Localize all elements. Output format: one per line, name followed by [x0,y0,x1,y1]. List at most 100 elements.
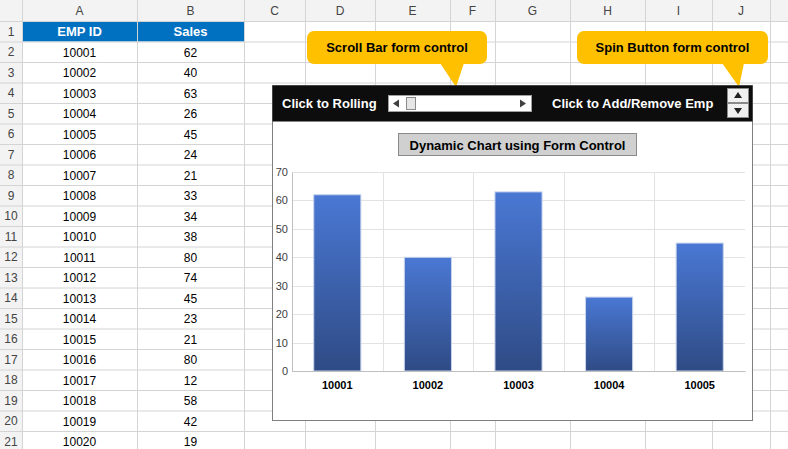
x-axis-line [293,371,746,372]
row-number: 6 [8,127,15,141]
cell-text: 19 [184,435,198,449]
column-letter: H [603,4,612,18]
cell-text: 80 [184,251,198,265]
y-tick-label: 70 [276,166,288,178]
row-number: 9 [8,189,15,203]
column-letter: C [270,4,279,18]
header-cell [137,21,244,42]
cell-text: 10018 [63,394,97,408]
cell-text: 10004 [63,107,97,121]
row-number: 19 [4,394,18,408]
grid [292,172,745,372]
scroll-left-arrow[interactable] [393,100,399,108]
x-tick-label: 10003 [503,379,534,391]
y-tick-label: 40 [276,251,288,263]
y-tick: 20 [276,308,292,320]
y-axis: 0 10 20 30 40 50 60 70 [276,166,293,377]
row-header-bar [0,0,22,449]
callout-pointer [722,63,744,87]
cell-text: 10020 [63,435,97,449]
cell-text: 10011 [63,251,96,265]
x-tick-label: 10001 [322,379,353,391]
spreadsheet: ABCDEFGHIJ123456789101112131415161718192… [0,0,788,449]
column-letter: G [528,4,537,18]
cell-text: 74 [184,271,198,285]
cell-text: 45 [184,292,198,306]
scroll-right-arrow[interactable] [520,100,526,108]
cell-text: 34 [184,210,198,224]
cell-text: 40 [184,66,198,80]
cell-text: 10006 [63,148,97,162]
cell-text: 10013 [63,292,97,306]
x-tick: 10005 [684,371,715,391]
bars [314,192,724,371]
cell-text: 10002 [63,66,97,80]
spin-down-arrow[interactable] [734,108,742,114]
x-tick: 10001 [322,371,353,391]
category-separator [564,172,565,371]
column-letter: B [186,4,194,18]
cell-text: 21 [184,333,198,347]
cell-gridline [137,0,138,449]
screenshot: ABCDEFGHIJ123456789101112131415161718192… [0,0,788,449]
callout-box [577,31,768,64]
cell-text: 10010 [63,230,97,244]
callout-box [307,31,487,64]
cell-text: 10008 [63,189,97,203]
category-separator [383,172,384,371]
row-number: 7 [8,148,15,162]
cell-text: 63 [184,87,198,101]
row-number: 2 [8,45,15,59]
cell-gridline [770,0,771,449]
y-tick-label: 10 [276,337,288,349]
row-number: 20 [4,414,18,428]
cell-text: 10016 [63,353,97,367]
gridline [292,371,745,372]
cell-text: 12 [184,374,198,388]
y-tick: 40 [276,251,292,263]
spin-down[interactable] [728,104,749,118]
cell-text: 80 [184,353,198,367]
control-label: Click to Add/Remove Emp [552,96,713,111]
y-tick-label: 50 [276,223,288,235]
scroll-bar[interactable] [389,96,532,112]
row-number: 18 [4,373,18,387]
cell-text: 23 [184,312,198,326]
column-letter: A [75,4,83,18]
scroll-track[interactable] [389,96,532,112]
row-number: 21 [4,435,18,449]
x-tick: 10003 [503,371,534,391]
y-tick: 70 [276,166,292,178]
y-tick: 60 [276,194,292,206]
spin-up[interactable] [728,89,749,103]
cell-text: 42 [184,415,198,429]
spin-up-arrow[interactable] [734,92,742,98]
y-tick-label: 30 [276,280,288,292]
row-number: 4 [8,86,15,100]
column-letter: I [677,4,680,18]
column-letter: D [336,4,345,18]
cell-text: 10015 [63,333,97,347]
y-tick: 0 [282,365,292,377]
cell-text: 10003 [63,87,97,101]
cell-text: 10019 [63,415,97,429]
row-number: 10 [4,209,18,223]
cell-text: 10007 [63,169,97,183]
column-letter: E [408,4,416,18]
row-number: 1 [8,25,15,39]
y-axis-line [292,173,293,372]
cell-text: 38 [184,230,198,244]
y-tick: 10 [276,337,292,349]
spin-button[interactable] [728,89,749,118]
x-tick: 10004 [594,371,625,391]
bar [586,297,633,371]
cell-text: 58 [184,394,198,408]
row-number: 13 [4,271,18,285]
cell-text: 10017 [63,374,97,388]
scroll-thumb[interactable] [407,98,416,110]
x-tick-label: 10002 [413,379,444,391]
cell-text: 45 [184,128,198,142]
row-number: 16 [4,332,18,346]
callouts: Scroll Bar form controlSpin Button form … [307,31,768,87]
header-text: Sales [174,24,208,39]
